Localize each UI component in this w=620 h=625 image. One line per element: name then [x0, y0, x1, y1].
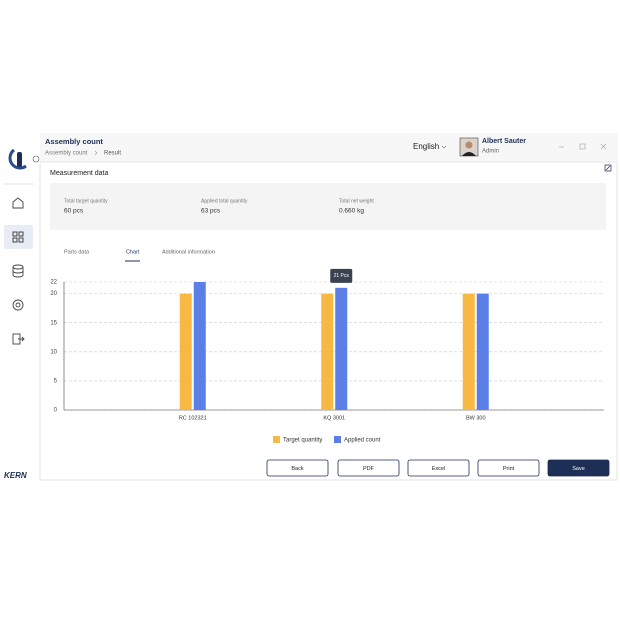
legend-swatch — [334, 436, 341, 443]
user-role: Admin — [482, 149, 499, 155]
bar — [335, 287, 348, 410]
header: Assembly count Assembly count Result Eng… — [40, 133, 618, 161]
tooltip — [330, 268, 353, 283]
bar — [179, 293, 192, 410]
tab-active[interactable]: Chart — [126, 249, 140, 255]
y-tick-label: 20 — [50, 291, 57, 297]
button-label[interactable]: Save — [572, 466, 585, 472]
x-tick-label: KQ 3001 — [323, 415, 345, 421]
y-tick-label: 15 — [50, 320, 57, 326]
dashboard-icon[interactable] — [12, 231, 24, 243]
logout-icon[interactable] — [12, 333, 25, 345]
avatar — [465, 141, 473, 149]
stat-value: 0.660 kg — [339, 208, 364, 215]
breadcrumb[interactable]: Assembly count — [45, 151, 88, 157]
button[interactable] — [477, 459, 540, 477]
button[interactable] — [407, 459, 470, 477]
button-label[interactable]: Excel — [432, 466, 445, 472]
expand-icon[interactable] — [604, 164, 612, 172]
avatar — [462, 152, 476, 156]
x-tick-label: RC 102321 — [179, 415, 207, 421]
user-name: Albert Sauter — [482, 138, 526, 145]
page-title: Assembly count — [45, 137, 103, 146]
maximize-button[interactable] — [579, 143, 586, 150]
logo-icon — [17, 152, 22, 167]
bar — [462, 293, 475, 410]
button-label[interactable]: Print — [503, 466, 515, 472]
legend-label: Target quantity — [283, 438, 322, 444]
button[interactable] — [266, 459, 329, 477]
button-label[interactable]: Back — [291, 466, 303, 472]
logo-icon — [8, 148, 27, 170]
settings-icon[interactable] — [12, 299, 24, 311]
tooltip-label: 21 Pcs — [334, 273, 350, 279]
language-select[interactable]: English — [413, 142, 439, 151]
stats-box — [50, 183, 606, 230]
bar — [476, 293, 489, 410]
bar — [321, 293, 334, 410]
dropdown-chevron — [441, 145, 447, 149]
y-tick-label: 0 — [54, 408, 58, 414]
nav-active — [4, 225, 33, 249]
stat-value: 63 pcs — [201, 208, 221, 215]
bar — [193, 282, 206, 410]
tab[interactable]: Additional information — [162, 249, 215, 255]
button[interactable] — [337, 459, 400, 477]
y-tick-label: 22 — [50, 280, 57, 286]
header-bar — [40, 133, 618, 161]
close-button[interactable] — [600, 143, 607, 150]
stat-label: Total target quantity — [64, 198, 108, 204]
stat-label: Total net weight — [339, 198, 374, 204]
y-tick-label: 10 — [50, 349, 57, 355]
button[interactable] — [547, 459, 610, 477]
brand-logo: KERN — [4, 471, 27, 480]
stat-value: 60 pcs — [64, 208, 84, 215]
legend-label: Applied count — [344, 438, 381, 444]
database-icon[interactable] — [12, 264, 24, 278]
x-tick-label: BW 300 — [466, 415, 486, 421]
tab[interactable]: Parts data — [64, 249, 90, 255]
button-label[interactable]: PDF — [363, 466, 375, 472]
legend-swatch — [273, 436, 280, 443]
breadcrumb: Result — [104, 151, 121, 157]
y-tick-label: 5 — [54, 378, 58, 384]
info-icon[interactable] — [32, 155, 40, 163]
sidebar: KERN — [4, 148, 40, 480]
breadcrumb-chevron — [94, 150, 98, 156]
panel-title: Measurement data — [50, 170, 108, 177]
stat-label: Applied total quantity — [201, 198, 248, 204]
home-icon[interactable] — [12, 197, 24, 209]
